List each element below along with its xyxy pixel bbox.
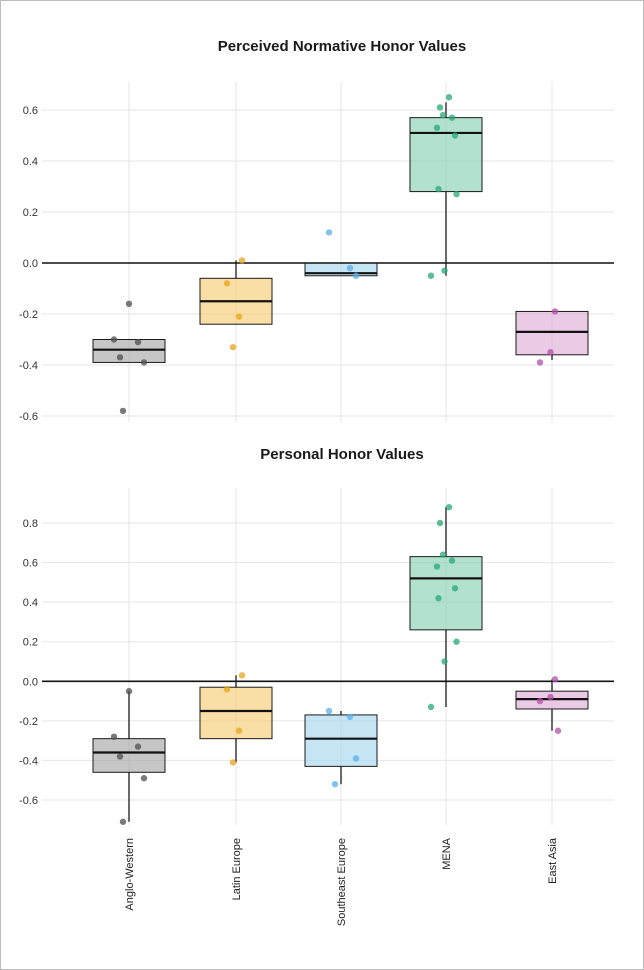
data-point xyxy=(445,94,453,101)
chart-panel: Perceived Normative Honor Values 0.6 0.4 0.… xyxy=(19,38,614,423)
data-point xyxy=(125,300,133,307)
data-point xyxy=(433,563,441,570)
data-point xyxy=(325,229,333,236)
data-point xyxy=(325,707,333,715)
data-point xyxy=(346,713,354,721)
data-point xyxy=(116,354,124,361)
data-point xyxy=(119,818,127,825)
data-point xyxy=(536,359,544,366)
data-point xyxy=(451,132,459,139)
x-category-label: Anglo-Western xyxy=(124,838,136,911)
data-point xyxy=(235,727,243,734)
iqr-box xyxy=(92,339,166,363)
y-tick-label: -0.6 xyxy=(19,795,38,807)
box-east-asia xyxy=(515,679,589,731)
data-point xyxy=(439,551,447,558)
data-point xyxy=(238,672,246,679)
data-point xyxy=(445,503,453,511)
data-point xyxy=(110,733,118,740)
data-point xyxy=(331,780,339,788)
y-tick-label: 0.4 xyxy=(23,597,38,609)
data-point xyxy=(223,280,231,287)
chart-title: Perceived Normative Honor Values xyxy=(218,38,466,55)
data-point xyxy=(439,111,447,119)
y-tick-label: 0.0 xyxy=(23,258,38,270)
data-point xyxy=(134,743,142,750)
data-point xyxy=(352,755,360,762)
y-tick-label: 0.8 xyxy=(23,518,38,530)
y-tick-label: 0.0 xyxy=(23,676,38,688)
y-tick-label: -0.6 xyxy=(19,411,38,423)
y-tick-label: -0.2 xyxy=(19,309,38,321)
iqr-box xyxy=(92,738,166,773)
y-tick-label: -0.4 xyxy=(19,755,38,767)
data-point xyxy=(453,638,460,645)
data-point xyxy=(223,686,231,693)
data-point xyxy=(140,359,148,366)
data-point xyxy=(435,594,442,602)
box-mena xyxy=(409,102,483,276)
data-point xyxy=(140,775,148,782)
y-tick-label: 0.4 xyxy=(23,156,38,168)
data-point xyxy=(441,658,448,665)
box-anglo-western xyxy=(92,339,166,363)
y-tick-label: 0.6 xyxy=(23,105,38,117)
data-point xyxy=(435,185,442,193)
data-point xyxy=(119,407,127,415)
x-category-label: MENA xyxy=(441,837,453,869)
data-point xyxy=(448,114,456,121)
data-point xyxy=(235,313,243,320)
y-tick-label: -0.2 xyxy=(19,716,38,728)
data-point xyxy=(134,338,142,346)
y-tick-label: 0.2 xyxy=(23,207,38,219)
data-point xyxy=(238,257,246,264)
data-point xyxy=(433,124,441,132)
box-southeast-europe xyxy=(304,710,378,785)
iqr-box xyxy=(515,310,589,356)
data-point xyxy=(436,519,444,527)
data-point xyxy=(229,759,237,766)
y-tick-label: -0.4 xyxy=(19,360,38,372)
y-tick-label: 0.6 xyxy=(23,558,38,570)
box-anglo-western xyxy=(92,691,166,822)
iqr-box xyxy=(409,556,483,631)
x-category-label: East Asia xyxy=(547,837,559,884)
data-point xyxy=(116,753,124,760)
data-point xyxy=(547,693,554,701)
data-point xyxy=(451,585,459,592)
x-category-label: Latin Europe xyxy=(231,838,243,900)
data-point xyxy=(551,308,559,315)
box-east-asia xyxy=(515,310,589,360)
data-point xyxy=(547,349,554,356)
data-point xyxy=(346,264,354,272)
chart-title: Personal Honor Values xyxy=(260,446,423,463)
data-point xyxy=(536,697,544,705)
data-point xyxy=(125,687,133,695)
data-point xyxy=(427,272,435,279)
iqr-box xyxy=(304,714,378,767)
data-point xyxy=(551,676,559,683)
box-latin-europe xyxy=(199,260,273,325)
iqr-box xyxy=(409,117,483,193)
data-point xyxy=(352,272,360,279)
box-mena xyxy=(409,507,483,708)
data-point xyxy=(554,727,562,734)
data-point xyxy=(436,104,444,111)
x-category-label: Southeast Europe xyxy=(336,838,348,926)
box-southeast-europe xyxy=(304,262,378,277)
data-point xyxy=(441,267,448,274)
data-point xyxy=(427,703,435,711)
data-point xyxy=(110,336,118,343)
data-point xyxy=(229,343,237,351)
y-tick-label: 0.2 xyxy=(23,637,38,649)
box-latin-europe xyxy=(199,675,273,763)
data-point xyxy=(448,557,456,564)
data-point xyxy=(453,190,460,198)
chart-panel: Personal Honor Values 0.8 0.6 0.4 0.2 0.0 -0.2… xyxy=(19,446,614,926)
